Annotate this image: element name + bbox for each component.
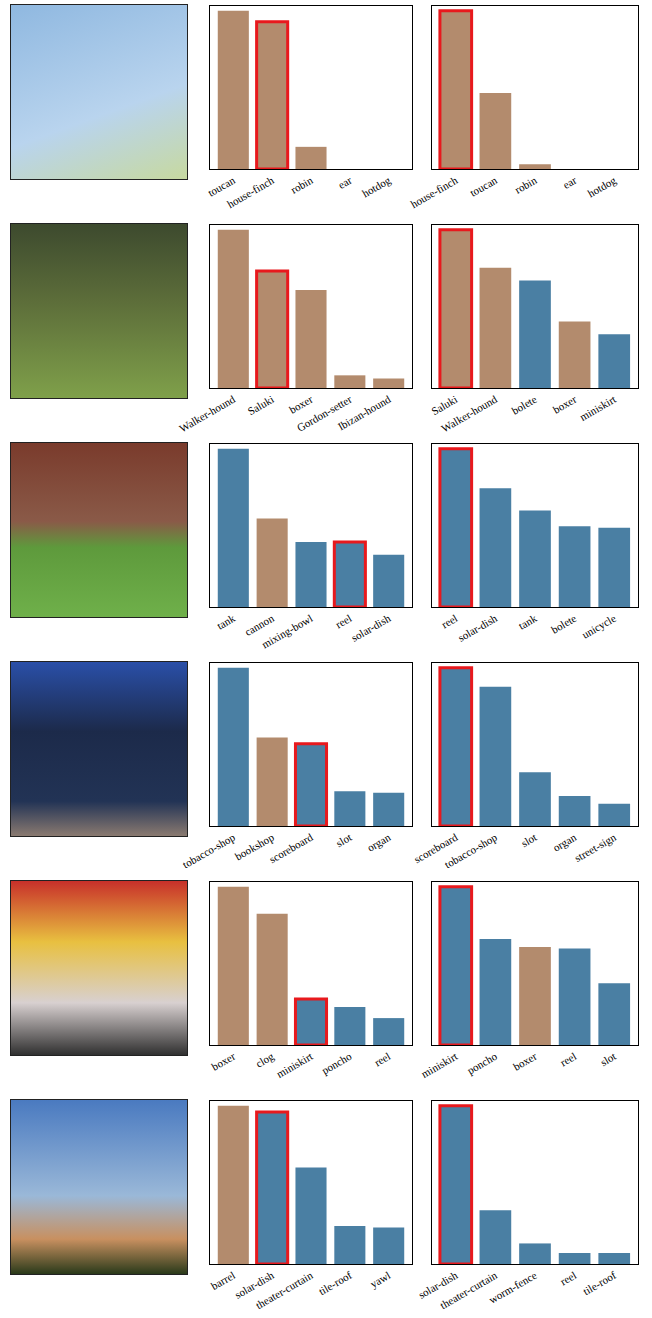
svg-text:house-finch: house-finch bbox=[409, 174, 460, 211]
svg-text:reel: reel bbox=[558, 1050, 578, 1069]
svg-text:theater-curtain: theater-curtain bbox=[438, 1269, 500, 1312]
svg-text:mixing-bowl: mixing-bowl bbox=[260, 612, 315, 651]
svg-text:tank: tank bbox=[516, 612, 539, 632]
svg-text:miniskirt: miniskirt bbox=[274, 1050, 314, 1080]
svg-text:poncho: poncho bbox=[320, 1050, 354, 1077]
svg-text:reel: reel bbox=[439, 612, 459, 631]
svg-text:toucan: toucan bbox=[468, 174, 500, 199]
svg-text:poncho: poncho bbox=[465, 1050, 499, 1077]
svg-text:tank: tank bbox=[215, 612, 238, 632]
svg-text:yawl: yawl bbox=[368, 1269, 393, 1290]
svg-text:house-finch: house-finch bbox=[225, 174, 276, 211]
svg-text:robin: robin bbox=[289, 174, 316, 196]
svg-text:robin: robin bbox=[513, 174, 540, 196]
svg-text:organ: organ bbox=[365, 831, 393, 854]
svg-text:bolete: bolete bbox=[509, 393, 538, 417]
svg-text:miniskirt: miniskirt bbox=[578, 393, 618, 423]
svg-text:tobacco-shop: tobacco-shop bbox=[442, 831, 499, 871]
svg-text:slot: slot bbox=[334, 831, 354, 849]
svg-text:reel: reel bbox=[558, 1269, 578, 1288]
svg-text:theater-curtain: theater-curtain bbox=[253, 1269, 315, 1312]
svg-text:street-sign: street-sign bbox=[572, 831, 618, 865]
svg-text:toucan: toucan bbox=[206, 174, 238, 199]
svg-text:boxer: boxer bbox=[551, 393, 579, 416]
svg-text:Saluki: Saluki bbox=[429, 393, 459, 417]
svg-text:barrel: barrel bbox=[209, 1269, 237, 1292]
svg-text:tile-roof: tile-roof bbox=[581, 1269, 619, 1298]
svg-text:slot: slot bbox=[598, 1050, 618, 1068]
svg-text:slot: slot bbox=[519, 831, 539, 849]
svg-text:tile-roof: tile-roof bbox=[316, 1269, 354, 1298]
svg-text:unicycle: unicycle bbox=[580, 612, 618, 641]
svg-text:Walker-hound: Walker-hound bbox=[439, 393, 499, 435]
svg-text:cannon: cannon bbox=[242, 612, 276, 639]
svg-text:tobacco-shop: tobacco-shop bbox=[180, 831, 237, 871]
svg-text:boxer: boxer bbox=[209, 1050, 237, 1073]
svg-text:hotdog: hotdog bbox=[360, 174, 393, 200]
svg-text:miniskirt: miniskirt bbox=[419, 1050, 459, 1080]
svg-text:bolete: bolete bbox=[549, 612, 578, 636]
svg-text:reel: reel bbox=[333, 612, 353, 631]
svg-text:organ: organ bbox=[551, 831, 579, 854]
svg-text:scoreboard: scoreboard bbox=[267, 831, 315, 866]
svg-text:Walker-hound: Walker-hound bbox=[177, 393, 237, 435]
svg-text:scoreboard: scoreboard bbox=[412, 831, 460, 866]
svg-text:solar-dish: solar-dish bbox=[349, 612, 393, 644]
svg-text:clog: clog bbox=[253, 1050, 276, 1070]
svg-text:hotdog: hotdog bbox=[586, 174, 619, 200]
svg-text:Gordon-setter: Gordon-setter bbox=[295, 393, 354, 434]
svg-text:bookshop: bookshop bbox=[233, 831, 276, 863]
svg-text:ear: ear bbox=[336, 174, 354, 191]
svg-text:reel: reel bbox=[372, 1050, 392, 1069]
svg-text:solar-dish: solar-dish bbox=[233, 1269, 277, 1301]
svg-text:Saluki: Saluki bbox=[246, 393, 276, 417]
svg-text:solar-dish: solar-dish bbox=[416, 1269, 460, 1301]
svg-text:solar-dish: solar-dish bbox=[456, 612, 500, 644]
svg-text:boxer: boxer bbox=[287, 393, 315, 416]
svg-text:worm-fence: worm-fence bbox=[487, 1269, 539, 1306]
svg-text:Ibizan-hound: Ibizan-hound bbox=[336, 393, 393, 433]
svg-text:ear: ear bbox=[561, 174, 579, 191]
svg-text:boxer: boxer bbox=[511, 1050, 539, 1073]
